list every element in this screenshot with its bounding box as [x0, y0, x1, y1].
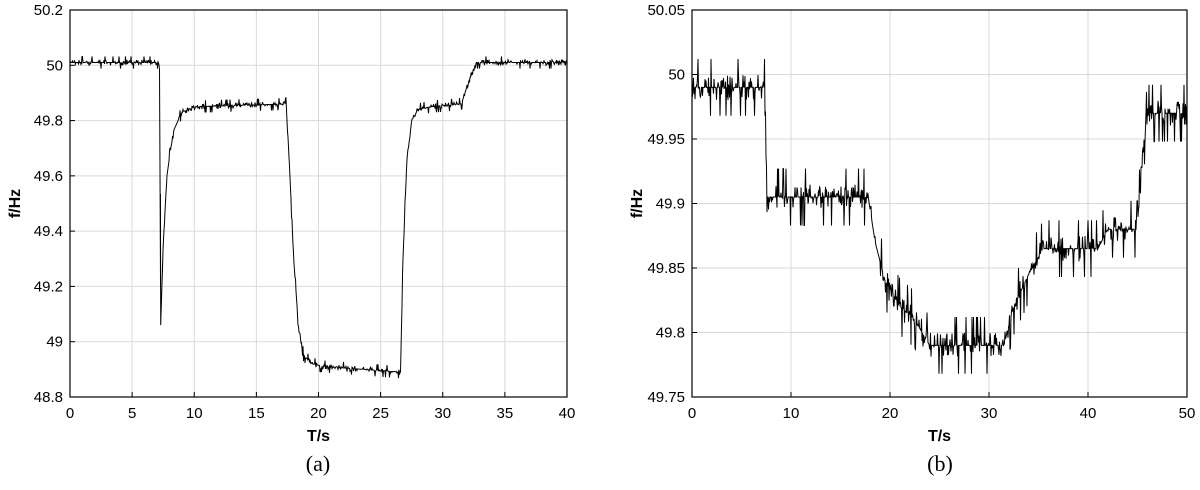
series-line	[691, 59, 1188, 374]
y-tick-label: 49.2	[34, 278, 63, 295]
y-axis-label: f/Hz	[7, 189, 24, 218]
x-tick-label: 25	[372, 405, 389, 422]
y-tick-label: 49.9	[656, 196, 685, 213]
x-tick-label: 0	[688, 405, 696, 422]
y-tick-label: 50.2	[34, 2, 63, 19]
x-tick-label: 5	[128, 405, 136, 422]
y-tick-label: 50	[668, 67, 685, 84]
chart-panel-a: 0 5 10 15 20 25 30 35 40 48.8 49 49.2 49.4 49.6 49.8 50…	[7, 2, 575, 476]
chart-panel-b: 0 10 20 30 40 50 49.75 49.8 49.85 49.9 49.95 50 50.0…	[629, 2, 1195, 476]
y-tick-label: 49.75	[647, 389, 685, 406]
x-tick-label: 30	[434, 405, 451, 422]
x-tick-label: 35	[497, 405, 514, 422]
x-tick-label: 40	[559, 405, 576, 422]
series-line	[69, 55, 568, 379]
y-tick-label: 49.8	[34, 113, 63, 130]
x-tick-label: 10	[783, 405, 800, 422]
x-axis-label: T/s	[307, 428, 330, 445]
x-tick-label: 50	[1179, 405, 1196, 422]
x-tick-label: 20	[882, 405, 899, 422]
panel-caption: (b)	[927, 451, 953, 476]
y-tick-label: 49.85	[647, 260, 685, 277]
panel-caption: (a)	[306, 451, 330, 476]
x-tick-label: 0	[66, 405, 74, 422]
y-tick-label: 49.4	[34, 223, 63, 240]
y-tick-label: 50.05	[647, 2, 685, 19]
x-tick-label: 15	[248, 405, 265, 422]
y-tick-label: 49.6	[34, 168, 63, 185]
x-tick-label: 30	[981, 405, 998, 422]
y-tick-label: 48.8	[34, 389, 63, 406]
y-tick-label: 50	[46, 57, 63, 74]
x-tick-label: 40	[1080, 405, 1097, 422]
y-tick-label: 49.95	[647, 131, 685, 148]
x-axis-label: T/s	[928, 428, 951, 445]
y-tick-label: 49.8	[656, 325, 685, 342]
y-tick-label: 49	[46, 334, 63, 351]
x-tick-label: 20	[310, 405, 327, 422]
y-axis-label: f/Hz	[629, 189, 646, 218]
x-tick-label: 10	[186, 405, 203, 422]
